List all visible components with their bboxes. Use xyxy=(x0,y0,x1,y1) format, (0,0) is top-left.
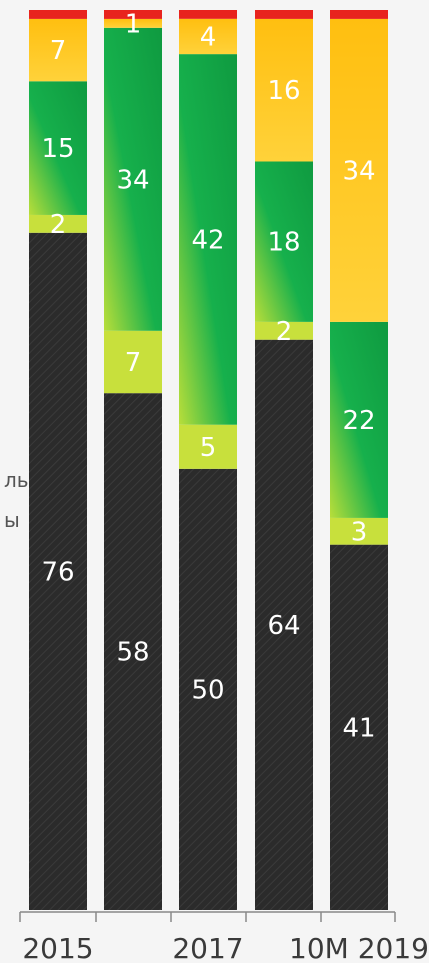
side-annotation-text: ы xyxy=(4,508,20,532)
data-label: 3 xyxy=(351,517,368,547)
data-label: 41 xyxy=(342,713,375,743)
segment-red-0 xyxy=(29,10,87,19)
data-label: 4 xyxy=(200,22,217,52)
segment-yellow-2 xyxy=(179,18,237,55)
segment-red-1 xyxy=(104,10,162,19)
data-label: 34 xyxy=(342,156,375,186)
x-tick-label: 2015 xyxy=(22,932,93,963)
side-text-group: ль ы xyxy=(4,468,29,532)
bars-group xyxy=(29,10,388,910)
side-annotation-text: ль xyxy=(4,468,29,492)
data-label: 15 xyxy=(41,134,74,164)
segment-dark-2 xyxy=(179,468,237,910)
data-label: 7 xyxy=(50,36,67,66)
segment-yellow-3 xyxy=(255,18,313,162)
segment-red-2 xyxy=(179,10,237,19)
x-tick-label: 10M 2019 xyxy=(289,932,429,963)
segment-lightgreen-3 xyxy=(255,321,313,340)
data-label: 64 xyxy=(267,611,300,641)
data-label: 18 xyxy=(267,228,300,258)
data-label: 7 xyxy=(125,348,142,378)
segment-green-2 xyxy=(179,54,237,425)
data-label: 2 xyxy=(50,210,67,240)
data-label: 16 xyxy=(267,76,300,106)
segment-lightgreen-1 xyxy=(104,330,162,394)
data-label: 2 xyxy=(276,317,293,347)
segment-lightgreen-4 xyxy=(330,517,388,545)
data-label: 22 xyxy=(342,406,375,436)
data-label: 5 xyxy=(200,433,217,463)
x-tick-label: 2017 xyxy=(172,932,243,963)
segment-lightgreen-2 xyxy=(179,424,237,469)
segment-green-1 xyxy=(104,27,162,331)
data-label: 42 xyxy=(191,225,224,255)
data-label: 58 xyxy=(116,638,149,668)
segment-red-4 xyxy=(330,10,388,19)
segment-dark-1 xyxy=(104,393,162,910)
data-label: 76 xyxy=(41,557,74,587)
data-label: 50 xyxy=(191,675,224,705)
data-label: 1 xyxy=(125,9,142,39)
segment-lightgreen-0 xyxy=(29,214,87,233)
segment-red-3 xyxy=(255,10,313,19)
segment-green-3 xyxy=(255,161,313,322)
segment-green-0 xyxy=(29,81,87,215)
segment-green-4 xyxy=(330,321,388,518)
segment-dark-3 xyxy=(255,339,313,910)
segment-yellow-4 xyxy=(330,18,388,322)
segment-yellow-0 xyxy=(29,18,87,82)
segment-dark-4 xyxy=(330,544,388,910)
x-axis: 2015 2017 10M 2019 xyxy=(19,911,429,963)
segment-dark-0 xyxy=(29,232,87,910)
segment-yellow-1 xyxy=(104,18,162,28)
data-labels-group: 76 2 15 7 58 7 34 1 50 5 42 4 64 2 18 16 41 3 22 34 xyxy=(41,9,375,743)
data-label: 34 xyxy=(116,165,149,195)
